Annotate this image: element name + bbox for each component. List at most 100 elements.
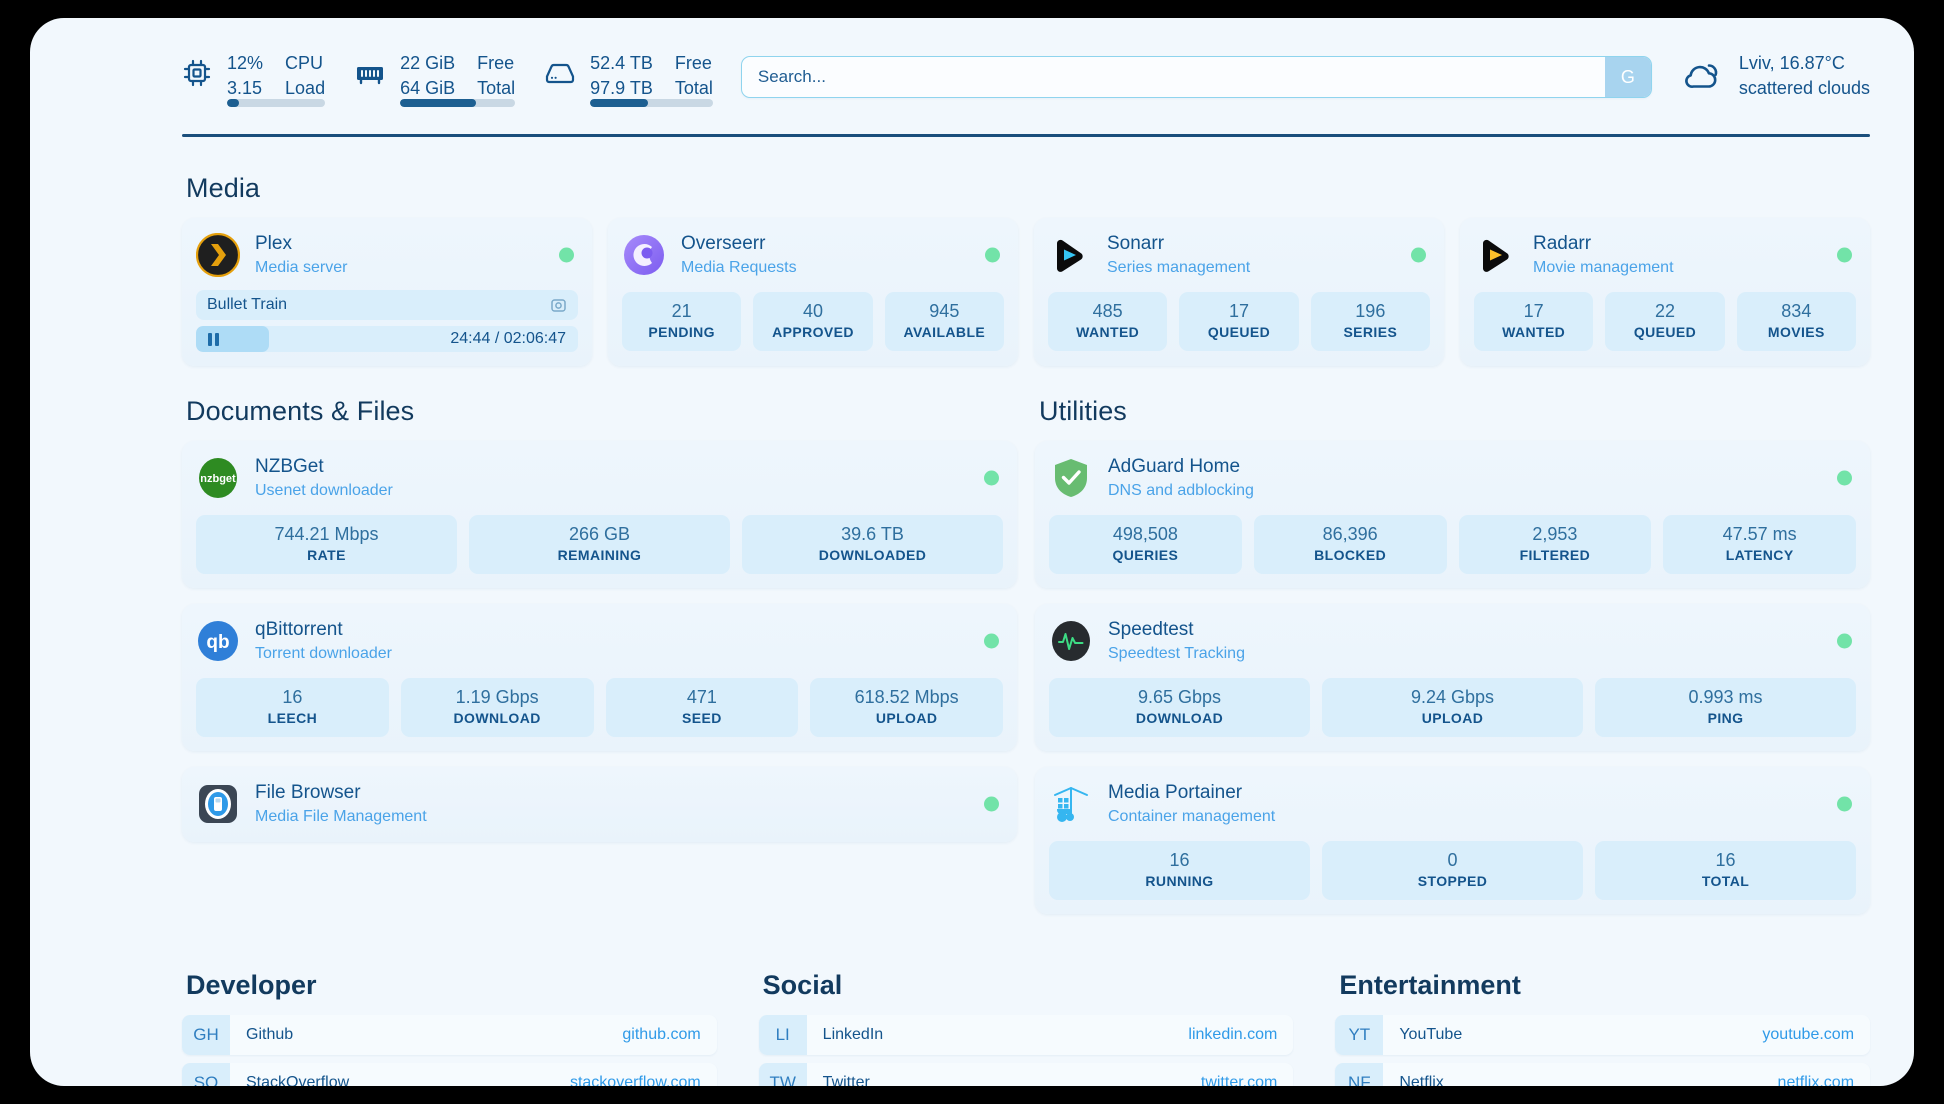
stat-tile[interactable]: 834 MOVIES bbox=[1736, 292, 1856, 351]
search-input[interactable] bbox=[741, 57, 1605, 97]
documents-card-list: nzbget NZBGet Usenet downloader 744.21 M… bbox=[182, 441, 1017, 842]
stat-value: 498,508 bbox=[1112, 524, 1178, 544]
bookmark-abbr: SO bbox=[182, 1063, 230, 1086]
search-engine-button[interactable]: G bbox=[1604, 57, 1651, 97]
app-name: File Browser bbox=[255, 782, 361, 803]
stat-row: 9.65 Gbps DOWNLOAD 9.24 Gbps UPLOAD 0.99… bbox=[1049, 678, 1856, 737]
stat-tile[interactable]: 47.57 ms LATENCY bbox=[1663, 515, 1856, 574]
header: 12% 3.15 CPU Load 22 GiB 64 GiB Free Tot… bbox=[30, 18, 1914, 112]
system-resource-widgets: 12% 3.15 CPU Load 22 GiB 64 GiB Free Tot… bbox=[180, 51, 713, 107]
stat-tile[interactable]: 1.19 Gbps DOWNLOAD bbox=[400, 678, 594, 737]
stat-tile[interactable]: 945 AVAILABLE bbox=[884, 292, 1004, 351]
service-card[interactable]: nzbget NZBGet Usenet downloader 744.21 M… bbox=[182, 441, 1017, 588]
stat-value: 9.65 Gbps bbox=[1137, 687, 1222, 707]
dashboard-page: 12% 3.15 CPU Load 22 GiB 64 GiB Free Tot… bbox=[30, 18, 1914, 1086]
service-card[interactable]: Sonarr Series management 485 WANTED 17 Q… bbox=[1034, 218, 1444, 366]
stat-tile[interactable]: 498,508 QUERIES bbox=[1049, 515, 1242, 574]
stat-value: 39.6 TB bbox=[841, 524, 904, 544]
bookmark-name: LinkedIn bbox=[822, 1026, 884, 1043]
stat-label: QUERIES bbox=[1112, 547, 1179, 563]
stat-value: 196 bbox=[1355, 301, 1386, 321]
bookmark-link[interactable]: YT YouTube youtube.com bbox=[1335, 1015, 1871, 1055]
resource-widget-cpu[interactable]: 12% 3.15 CPU Load bbox=[180, 51, 326, 107]
stat-value: 2,953 bbox=[1532, 524, 1578, 544]
resource-value-secondary: 97.9 TB bbox=[590, 78, 653, 98]
stat-value: 86,396 bbox=[1322, 524, 1378, 544]
stat-label: RATE bbox=[307, 547, 346, 563]
card-header: AdGuard Home DNS and adblocking bbox=[1049, 454, 1856, 502]
service-card[interactable]: Speedtest Speedtest Tracking 9.65 Gbps D… bbox=[1035, 604, 1870, 751]
app-subtitle: Movie management bbox=[1533, 259, 1674, 276]
stat-tile[interactable]: 9.24 Gbps UPLOAD bbox=[1322, 678, 1583, 737]
service-card[interactable]: Radarr Movie management 17 WANTED 22 QUE… bbox=[1460, 218, 1870, 366]
stat-row: 21 PENDING 40 APPROVED 945 AVAILABLE bbox=[622, 292, 1004, 351]
stat-tile[interactable]: 2,953 FILTERED bbox=[1458, 515, 1652, 574]
stat-tile[interactable]: 40 APPROVED bbox=[753, 292, 873, 351]
stat-tile[interactable]: 22 QUEUED bbox=[1605, 292, 1725, 351]
bookmark-url: youtube.com bbox=[1762, 1026, 1855, 1043]
stat-tile[interactable]: 471 SEED bbox=[605, 678, 799, 737]
stat-value: 47.57 ms bbox=[1722, 524, 1797, 544]
weather-widget[interactable]: Lviv, 16.87°C scattered clouds bbox=[1680, 51, 1870, 101]
stat-value: 16 bbox=[1715, 850, 1736, 870]
stat-tile[interactable]: 17 WANTED bbox=[1474, 292, 1594, 351]
app-subtitle: DNS and adblocking bbox=[1108, 482, 1254, 499]
search-box[interactable]: G bbox=[740, 56, 1652, 98]
service-card[interactable]: qb qBittorrent Torrent downloader 16 LEE… bbox=[182, 604, 1017, 751]
stat-tile[interactable]: 744.21 Mbps RATE bbox=[196, 515, 457, 574]
bookmark-link[interactable]: TW Twitter twitter.com bbox=[758, 1063, 1294, 1086]
stat-tile[interactable]: 16 RUNNING bbox=[1049, 841, 1310, 900]
stat-tile[interactable]: 0.993 ms PING bbox=[1595, 678, 1856, 737]
resource-label-primary: Free bbox=[477, 53, 515, 73]
stat-tile[interactable]: 16 LEECH bbox=[196, 678, 389, 737]
bookmark-link[interactable]: SO StackOverflow stackoverflow.com bbox=[182, 1063, 717, 1086]
stat-label: LATENCY bbox=[1725, 547, 1794, 563]
documents-section: Documents & Files nzbget NZBGet Usenet d… bbox=[182, 396, 1017, 914]
stat-tile[interactable]: 266 GB REMAINING bbox=[469, 515, 730, 574]
stat-label: QUEUED bbox=[1633, 324, 1697, 340]
resource-widget-disk[interactable]: 52.4 TB 97.9 TB Free Total bbox=[543, 51, 713, 107]
app-name: Plex bbox=[255, 233, 292, 254]
app-subtitle: Media server bbox=[255, 259, 348, 276]
stat-tile[interactable]: 16 TOTAL bbox=[1595, 841, 1856, 900]
stat-label: AVAILABLE bbox=[903, 324, 986, 340]
resource-values: 22 GiB 64 GiB Free Total bbox=[400, 51, 515, 101]
stat-label: DOWNLOAD bbox=[1135, 710, 1224, 726]
service-card[interactable]: Plex Media server Bullet Train 24:44 / 0… bbox=[182, 218, 592, 366]
stat-tile[interactable]: 0 STOPPED bbox=[1322, 841, 1583, 900]
cast-icon[interactable] bbox=[550, 297, 567, 314]
stat-tile[interactable]: 39.6 TB DOWNLOADED bbox=[742, 515, 1003, 574]
playback-progress-bar[interactable]: 24:44 / 02:06:47 bbox=[196, 326, 578, 352]
bookmark-link[interactable]: GH Github github.com bbox=[182, 1015, 717, 1055]
stat-value: 16 bbox=[282, 687, 303, 707]
service-card[interactable]: Overseerr Media Requests 21 PENDING 40 A… bbox=[608, 218, 1018, 366]
bookmark-abbr: GH bbox=[182, 1015, 230, 1055]
stat-tile[interactable]: 196 SERIES bbox=[1310, 292, 1430, 351]
stat-value: 17 bbox=[1523, 301, 1544, 321]
stat-value: 9.24 Gbps bbox=[1410, 687, 1495, 707]
stat-tile[interactable]: 21 PENDING bbox=[622, 292, 742, 351]
stat-tile[interactable]: 86,396 BLOCKED bbox=[1253, 515, 1447, 574]
header-divider bbox=[182, 134, 1870, 137]
app-name: Overseerr bbox=[681, 233, 766, 254]
card-header: qb qBittorrent Torrent downloader bbox=[196, 617, 1003, 665]
service-card[interactable]: File Browser Media File Management bbox=[182, 767, 1017, 842]
stat-label: MOVIES bbox=[1767, 324, 1825, 340]
now-playing-bar[interactable]: Bullet Train bbox=[196, 290, 578, 320]
stat-tile[interactable]: 9.65 Gbps DOWNLOAD bbox=[1049, 678, 1310, 737]
service-card[interactable]: Media Portainer Container management 16 … bbox=[1035, 767, 1870, 914]
bookmark-url: github.com bbox=[622, 1026, 701, 1043]
scattered-clouds-icon bbox=[1680, 56, 1724, 96]
pause-icon[interactable] bbox=[208, 332, 219, 346]
stat-value: 945 bbox=[929, 301, 960, 321]
stat-tile[interactable]: 485 WANTED bbox=[1048, 292, 1168, 351]
resource-widget-memory[interactable]: 22 GiB 64 GiB Free Total bbox=[353, 51, 516, 107]
stat-label: UPLOAD bbox=[875, 710, 938, 726]
stat-tile[interactable]: 618.52 Mbps UPLOAD bbox=[810, 678, 1003, 737]
bookmark-link[interactable]: NF Netflix netflix.com bbox=[1335, 1063, 1871, 1086]
app-name: Sonarr bbox=[1107, 233, 1165, 254]
stat-tile[interactable]: 17 QUEUED bbox=[1179, 292, 1299, 351]
bookmark-link[interactable]: LI LinkedIn linkedin.com bbox=[758, 1015, 1294, 1055]
adguard-icon bbox=[1049, 456, 1093, 500]
service-card[interactable]: AdGuard Home DNS and adblocking 498,508 … bbox=[1035, 441, 1870, 588]
